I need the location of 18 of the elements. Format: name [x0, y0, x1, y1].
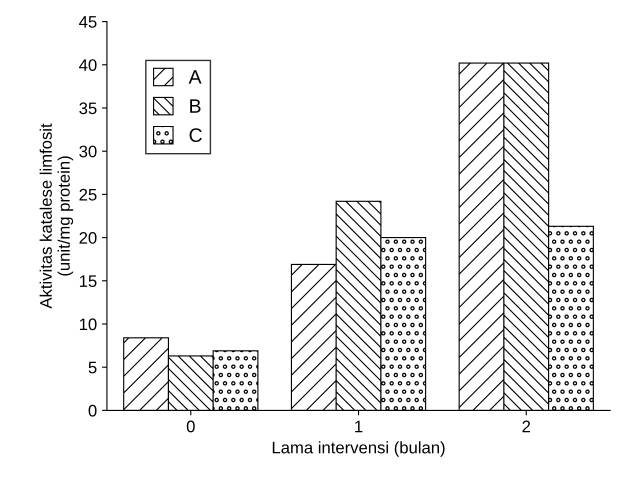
y-tick-label: 30	[79, 146, 97, 158]
x-tick-label: 1	[355, 420, 362, 432]
y-axis-title: Aktivitas katalese limfosit (unit/mg protein)	[40, 123, 74, 309]
y-tick-label: 25	[80, 188, 97, 201]
y-tick-label: 0	[88, 404, 97, 417]
x-axis-title: Lama intervensi (bulan)	[272, 441, 445, 457]
y-tick-label: 45	[79, 16, 97, 28]
y-tick-label: 40	[79, 59, 97, 72]
y-tick-label: 15	[80, 275, 97, 288]
y-tick-label: 35	[79, 102, 97, 114]
x-tick-label: 2	[522, 420, 530, 432]
legend-label: B	[190, 99, 201, 113]
x-tick-label: 0	[186, 420, 195, 432]
y-tick-label: 5	[88, 362, 97, 374]
y-tick-label: 10	[80, 318, 97, 330]
legend-label: A	[188, 70, 202, 84]
legend-label: C	[190, 128, 202, 142]
y-tick-label: 20	[80, 232, 97, 244]
